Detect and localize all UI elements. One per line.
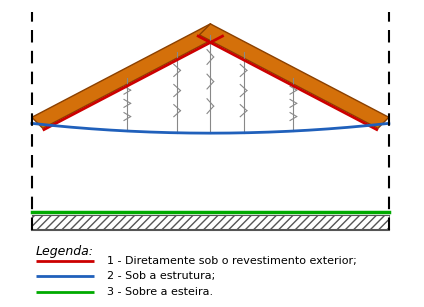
Text: 3 - Sobre a esteira.: 3 - Sobre a esteira.	[106, 287, 213, 297]
Text: Legenda:: Legenda:	[36, 245, 94, 258]
Text: 2 - Sob a estrutura;: 2 - Sob a estrutura;	[106, 271, 215, 281]
Bar	[32, 215, 389, 230]
Text: 1 - Diretamente sob o revestimento exterior;: 1 - Diretamente sob o revestimento exter…	[106, 255, 356, 266]
Polygon shape	[199, 24, 389, 128]
Polygon shape	[32, 24, 221, 128]
